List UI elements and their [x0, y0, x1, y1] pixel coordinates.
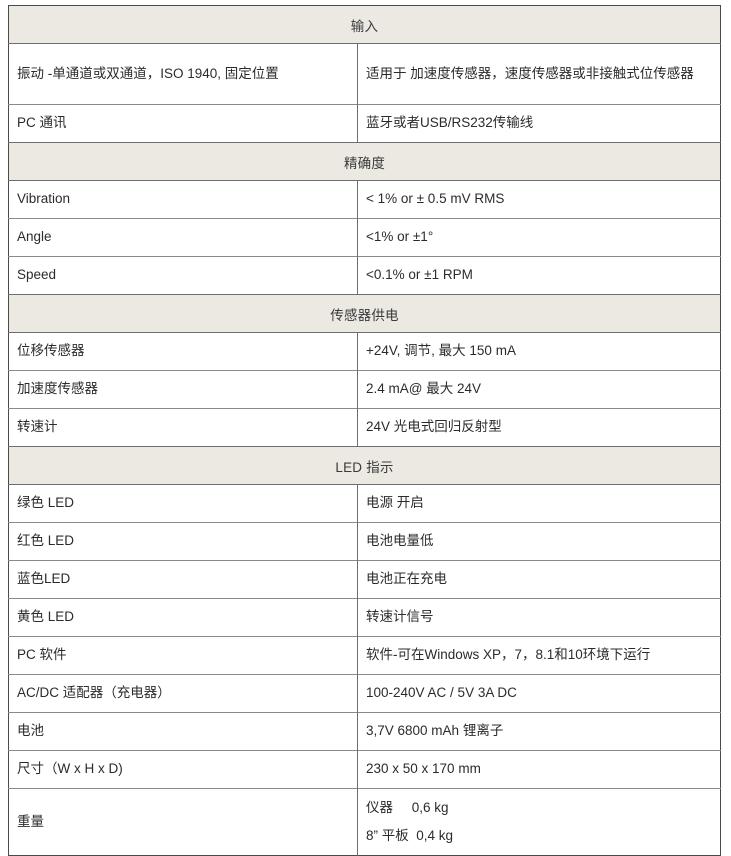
spec-value-cell: 230 x 50 x 170 mm — [357, 750, 721, 789]
table-row: 振动 -单通道或双通道，ISO 1940, 固定位置 适用于 加速度传感器，速度传… — [8, 43, 721, 105]
table-row: 绿色 LED 电源 开启 — [8, 484, 721, 523]
section-header-title: 输入 — [8, 5, 721, 44]
spec-value-cell: 电源 开启 — [357, 484, 721, 523]
spec-label-cell: 黄色 LED — [8, 598, 358, 637]
section-header-row: 传感器供电 — [8, 294, 721, 333]
specification-table-container: 输入 振动 -单通道或双通道，ISO 1940, 固定位置 适用于 加速度传感器，速… — [8, 5, 721, 856]
spec-value-cell: 3,7V 6800 mAh 锂离子 — [357, 712, 721, 751]
spec-value-cell: <0.1% or ±1 RPM — [357, 256, 721, 295]
table-row: Vibration < 1% or ± 0.5 mV RMS — [8, 180, 721, 219]
spec-label-cell: 蓝色LED — [8, 560, 358, 599]
table-row: 重量 仪器 0,6 kg 8” 平板 0,4 kg — [8, 788, 721, 856]
table-row: Angle <1% or ±1° — [8, 218, 721, 257]
spec-label-cell: 振动 -单通道或双通道，ISO 1940, 固定位置 — [8, 43, 358, 105]
spec-value-cell: 电池正在充电 — [357, 560, 721, 599]
spec-label-cell: 电池 — [8, 712, 358, 751]
spec-value-cell: <1% or ±1° — [357, 218, 721, 257]
table-row: 蓝色LED 电池正在充电 — [8, 560, 721, 599]
spec-label-cell: PC 软件 — [8, 636, 358, 675]
section-header-row: LED 指示 — [8, 446, 721, 485]
spec-value-cell: 软件-可在Windows XP，7，8.1和10环境下运行 — [357, 636, 721, 675]
spec-label-cell: AC/DC 适配器（充电器） — [8, 674, 358, 713]
spec-label-cell: 绿色 LED — [8, 484, 358, 523]
table-row: Speed <0.1% or ±1 RPM — [8, 256, 721, 295]
table-row: 黄色 LED 转速计信号 — [8, 598, 721, 637]
section-header-row: 精确度 — [8, 142, 721, 181]
spec-label-cell: 位移传感器 — [8, 332, 358, 371]
spec-value-cell: 电池电量低 — [357, 522, 721, 561]
spec-label-cell: 红色 LED — [8, 522, 358, 561]
table-row: 红色 LED 电池电量低 — [8, 522, 721, 561]
spec-label-cell: Speed — [8, 256, 358, 295]
spec-label-cell: Vibration — [8, 180, 358, 219]
table-row: 转速计 24V 光电式回归反射型 — [8, 408, 721, 447]
spec-value-line: 8” 平板 0,4 kg — [366, 828, 454, 843]
spec-label-cell: 加速度传感器 — [8, 370, 358, 409]
section-header-row: 输入 — [8, 5, 721, 44]
section-header-title: 精确度 — [8, 142, 721, 181]
spec-label-cell: 转速计 — [8, 408, 358, 447]
spec-label-cell: 尺寸（W x H x D) — [8, 750, 358, 789]
spec-value-cell: 100-240V AC / 5V 3A DC — [357, 674, 721, 713]
spec-label-cell: 重量 — [8, 788, 358, 856]
spec-value-cell: < 1% or ± 0.5 mV RMS — [357, 180, 721, 219]
spec-value-cell: 转速计信号 — [357, 598, 721, 637]
spec-value-multiline: 仪器 0,6 kg 8” 平板 0,4 kg — [366, 799, 712, 845]
table-row: 加速度传感器 2.4 mA@ 最大 24V — [8, 370, 721, 409]
table-row: 尺寸（W x H x D) 230 x 50 x 170 mm — [8, 750, 721, 789]
table-row: 电池 3,7V 6800 mAh 锂离子 — [8, 712, 721, 751]
spec-value-cell: 仪器 0,6 kg 8” 平板 0,4 kg — [357, 788, 721, 856]
section-header-title: 传感器供电 — [8, 294, 721, 333]
specification-table: 输入 振动 -单通道或双通道，ISO 1940, 固定位置 适用于 加速度传感器，速… — [8, 5, 721, 856]
spec-label-cell: Angle — [8, 218, 358, 257]
spec-value-cell: +24V, 调节, 最大 150 mA — [357, 332, 721, 371]
spec-value-line: 仪器 0,6 kg — [366, 799, 449, 815]
table-row: AC/DC 适配器（充电器） 100-240V AC / 5V 3A DC — [8, 674, 721, 713]
spec-value-cell: 适用于 加速度传感器，速度传感器或非接触式位传感器 — [357, 43, 721, 105]
table-row: PC 软件 软件-可在Windows XP，7，8.1和10环境下运行 — [8, 636, 721, 675]
spec-value-cell: 蓝牙或者USB/RS232传输线 — [357, 104, 721, 143]
table-row: PC 通讯 蓝牙或者USB/RS232传输线 — [8, 104, 721, 143]
spec-value-cell: 2.4 mA@ 最大 24V — [357, 370, 721, 409]
table-row: 位移传感器 +24V, 调节, 最大 150 mA — [8, 332, 721, 371]
spec-value-cell: 24V 光电式回归反射型 — [357, 408, 721, 447]
spec-label-cell: PC 通讯 — [8, 104, 358, 143]
section-header-title: LED 指示 — [8, 446, 721, 485]
